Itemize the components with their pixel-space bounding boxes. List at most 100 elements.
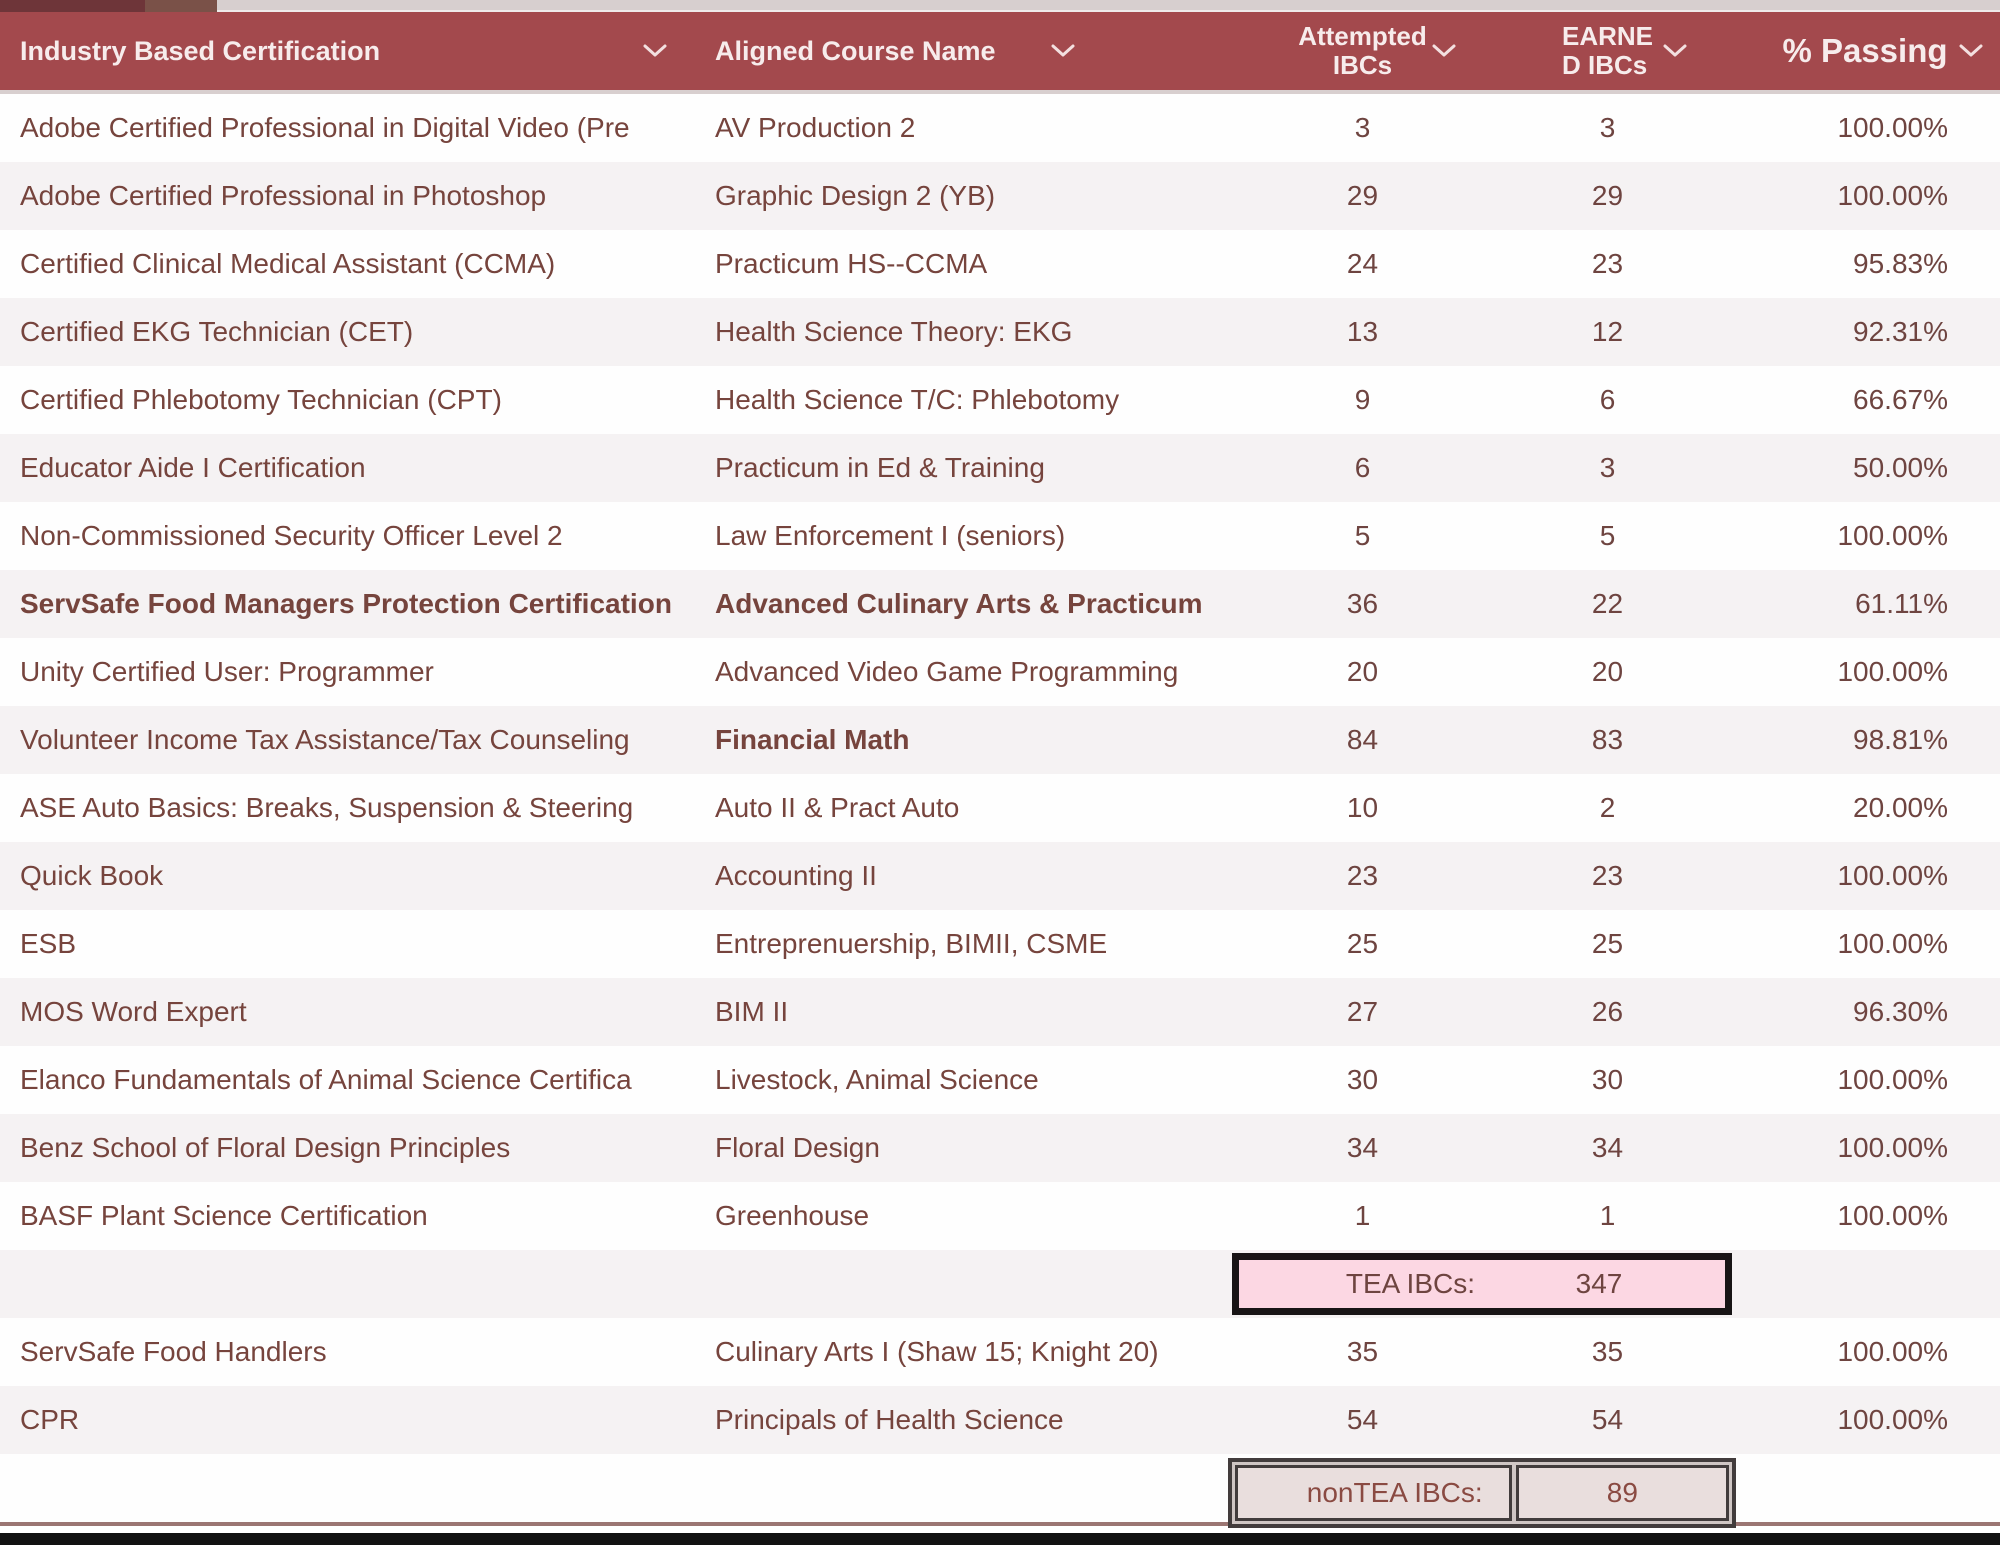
- column-header-earned-ibcs[interactable]: EARNE D IBCs: [1485, 12, 1730, 90]
- cell-attempted-ibcs: 29: [1346, 180, 1379, 211]
- table-row[interactable]: Volunteer Income Tax Assistance/Tax Coun…: [0, 706, 2000, 774]
- cell-earned-ibcs: 2: [1599, 792, 1616, 823]
- cell-aligned-course: Greenhouse: [715, 1200, 870, 1231]
- cell-percent-passing: 100.00%: [1837, 1404, 1948, 1435]
- bottom-black-bar: [0, 1533, 2000, 1545]
- table-row[interactable]: Certified EKG Technician (CET) Health Sc…: [0, 298, 2000, 366]
- table-row[interactable]: Educator Aide I Certification Practicum …: [0, 434, 2000, 502]
- cell-aligned-course: Practicum in Ed & Training: [715, 452, 1045, 483]
- cell-aligned-course: Livestock, Animal Science: [715, 1064, 1039, 1095]
- tea-ibcs-label: TEA IBCs:: [1345, 1268, 1475, 1299]
- table-row[interactable]: ServSafe Food Managers Protection Certif…: [0, 570, 2000, 638]
- table-row[interactable]: Quick Book Accounting II 23 23 100.00%: [0, 842, 2000, 910]
- nontea-ibcs-label: nonTEA IBCs:: [1235, 1465, 1512, 1521]
- cell-earned-ibcs: 6: [1599, 384, 1616, 415]
- table-row-tea-summary: TEA IBCs: 347: [0, 1250, 2000, 1318]
- cell-certification: ESB: [20, 928, 77, 959]
- table-row[interactable]: BASF Plant Science Certification Greenho…: [0, 1182, 2000, 1250]
- cell-aligned-course: Entreprenuership, BIMII, CSME: [715, 928, 1108, 959]
- chevron-down-icon[interactable]: [1050, 43, 1076, 59]
- cell-certification: ServSafe Food Managers Protection Certif…: [20, 588, 672, 619]
- column-header-label: % Passing: [1782, 32, 1948, 69]
- table-row[interactable]: Certified Clinical Medical Assistant (CC…: [0, 230, 2000, 298]
- table-row[interactable]: Adobe Certified Professional in Digital …: [0, 94, 2000, 162]
- bottom-gap: [0, 1526, 2000, 1533]
- table-row[interactable]: Adobe Certified Professional in Photosho…: [0, 162, 2000, 230]
- cell-certification: Non-Commissioned Security Officer Level …: [20, 520, 563, 551]
- cell-certification: Quick Book: [20, 860, 164, 891]
- cell-aligned-course: Accounting II: [715, 860, 877, 891]
- cell-percent-passing: 95.83%: [1853, 248, 1948, 279]
- table-header-row: Industry Based Certification Aligned Cou…: [0, 12, 2000, 94]
- column-header-label: EARNE D IBCs: [1561, 21, 1653, 80]
- chevron-down-icon[interactable]: [1431, 43, 1457, 59]
- cell-aligned-course: Financial Math: [715, 724, 910, 755]
- cell-certification: Educator Aide I Certification: [20, 452, 366, 483]
- cell-certification: BASF Plant Science Certification: [20, 1200, 428, 1231]
- cell-attempted-ibcs: 9: [1354, 384, 1371, 415]
- column-header-label: Aligned Course Name: [715, 35, 996, 66]
- cell-percent-passing: 100.00%: [1837, 1064, 1948, 1095]
- cell-earned-ibcs: 54: [1591, 1404, 1624, 1435]
- cell-attempted-ibcs: 3: [1354, 112, 1371, 143]
- cell-attempted-ibcs: 84: [1346, 724, 1379, 755]
- column-header-industry-based-certification[interactable]: Industry Based Certification: [0, 12, 690, 90]
- cell-certification: Unity Certified User: Programmer: [20, 656, 434, 687]
- cell-percent-passing: 96.30%: [1853, 996, 1948, 1027]
- cell-percent-passing: 98.81%: [1853, 724, 1948, 755]
- cell-certification: CPR: [20, 1404, 80, 1435]
- cell-percent-passing: 100.00%: [1837, 112, 1948, 143]
- table-row[interactable]: CPR Principals of Health Science 54 54 1…: [0, 1386, 2000, 1454]
- column-header-aligned-course-name[interactable]: Aligned Course Name: [690, 12, 1240, 90]
- cell-earned-ibcs: 22: [1591, 588, 1624, 619]
- table-row[interactable]: Benz School of Floral Design Principles …: [0, 1114, 2000, 1182]
- chevron-down-icon[interactable]: [1662, 43, 1688, 59]
- cell-certification: ServSafe Food Handlers: [20, 1336, 327, 1367]
- cell-certification: Benz School of Floral Design Principles: [20, 1132, 511, 1163]
- cell-percent-passing: 100.00%: [1837, 1132, 1948, 1163]
- cell-attempted-ibcs: 20: [1346, 656, 1379, 687]
- cell-earned-ibcs: 20: [1591, 656, 1624, 687]
- cell-certification: Volunteer Income Tax Assistance/Tax Coun…: [20, 724, 630, 755]
- cell-attempted-ibcs: 27: [1346, 996, 1379, 1027]
- cell-attempted-ibcs: 34: [1346, 1132, 1379, 1163]
- table-row[interactable]: ServSafe Food Handlers Culinary Arts I (…: [0, 1318, 2000, 1386]
- cell-attempted-ibcs: 23: [1346, 860, 1379, 891]
- top-edge-strip: [0, 0, 2000, 12]
- cell-earned-ibcs: 35: [1591, 1336, 1624, 1367]
- table-row[interactable]: Non-Commissioned Security Officer Level …: [0, 502, 2000, 570]
- table-row[interactable]: Unity Certified User: Programmer Advance…: [0, 638, 2000, 706]
- cell-aligned-course: Law Enforcement I (seniors): [715, 520, 1066, 551]
- table-row[interactable]: Elanco Fundamentals of Animal Science Ce…: [0, 1046, 2000, 1114]
- cell-certification: Elanco Fundamentals of Animal Science Ce…: [20, 1064, 632, 1095]
- column-header-label: Industry Based Certification: [20, 35, 381, 66]
- cell-earned-ibcs: 23: [1591, 248, 1624, 279]
- tea-ibcs-total-value: 347: [1575, 1268, 1623, 1299]
- column-header-attempted-ibcs[interactable]: Attempted IBCs: [1240, 12, 1485, 90]
- cell-earned-ibcs: 5: [1599, 520, 1616, 551]
- cell-certification: ASE Auto Basics: Breaks, Suspension & St…: [20, 792, 634, 823]
- cell-aligned-course: Practicum HS--CCMA: [715, 248, 988, 279]
- chevron-down-icon[interactable]: [1958, 43, 1984, 59]
- cell-aligned-course: Advanced Culinary Arts & Practicum: [715, 588, 1203, 619]
- cell-earned-ibcs: 26: [1591, 996, 1624, 1027]
- cell-certification: Adobe Certified Professional in Digital …: [20, 112, 630, 143]
- table-row[interactable]: ASE Auto Basics: Breaks, Suspension & St…: [0, 774, 2000, 842]
- cell-aligned-course: Floral Design: [715, 1132, 880, 1163]
- cell-attempted-ibcs: 35: [1346, 1336, 1379, 1367]
- cell-attempted-ibcs: 10: [1346, 792, 1379, 823]
- nontea-ibcs-total-box: nonTEA IBCs: 89: [1228, 1458, 1736, 1528]
- cell-aligned-course: Health Science Theory: EKG: [715, 316, 1073, 347]
- cell-percent-passing: 92.31%: [1853, 316, 1948, 347]
- table-row[interactable]: Certified Phlebotomy Technician (CPT) He…: [0, 366, 2000, 434]
- cell-aligned-course: Auto II & Pract Auto: [715, 792, 960, 823]
- chevron-down-icon[interactable]: [642, 43, 668, 59]
- table-row[interactable]: ESB Entreprenuership, BIMII, CSME 25 25 …: [0, 910, 2000, 978]
- cell-percent-passing: 61.11%: [1855, 588, 1948, 619]
- table-body: Adobe Certified Professional in Digital …: [0, 94, 2000, 1528]
- cell-earned-ibcs: 29: [1591, 180, 1624, 211]
- cell-percent-passing: 100.00%: [1837, 860, 1948, 891]
- column-header-percent-passing[interactable]: % Passing: [1730, 12, 2000, 90]
- table-row[interactable]: MOS Word Expert BIM II 27 26 96.30%: [0, 978, 2000, 1046]
- cell-certification: Certified Phlebotomy Technician (CPT): [20, 384, 502, 415]
